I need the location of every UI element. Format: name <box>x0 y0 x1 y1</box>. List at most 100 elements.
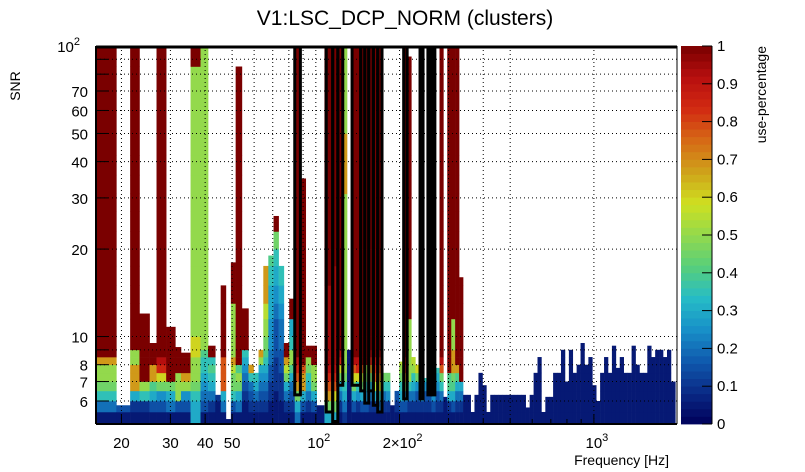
heatmap-cell <box>407 174 412 195</box>
heatmap-cell <box>149 400 157 413</box>
heatmap-cell <box>451 364 456 374</box>
heatmap-cell <box>360 265 365 286</box>
heatmap-cell <box>180 411 191 425</box>
heatmap-cell <box>373 336 379 351</box>
heatmap-cell <box>427 411 432 425</box>
heatmap-cell <box>619 400 624 413</box>
heatmap-cell <box>576 364 581 374</box>
colorbar-segment <box>681 159 712 168</box>
heatmap-cell <box>568 390 574 402</box>
heatmap-cell <box>156 400 167 413</box>
heatmap-cell <box>655 372 660 382</box>
heatmap-cell <box>180 400 191 413</box>
heatmap-cell <box>311 364 317 374</box>
heatmap-cell <box>439 303 444 320</box>
colorbar-tick-label: 0.7 <box>717 151 738 168</box>
heatmap-cell <box>459 318 464 337</box>
heatmap-cell <box>643 381 648 392</box>
heatmap-cell <box>96 46 117 67</box>
heatmap-cell <box>273 372 279 382</box>
heatmap-cell <box>423 411 428 425</box>
heatmap-cell <box>364 318 370 337</box>
heatmap-cell <box>443 396 448 402</box>
heatmap-cell <box>342 155 348 176</box>
heatmap-cell <box>351 91 357 111</box>
heatmap-cell <box>273 285 279 304</box>
heatmap-cell <box>373 211 379 232</box>
heatmap-cell <box>200 400 209 413</box>
heatmap-cell <box>337 400 343 413</box>
y-tick-label: 6 <box>80 394 88 411</box>
heatmap-cell <box>283 381 290 392</box>
heatmap-cell <box>447 249 452 267</box>
heatmap-cell <box>627 390 632 402</box>
heatmap-cell <box>663 390 668 402</box>
heatmap-cell <box>390 405 395 413</box>
heatmap-cell <box>580 390 585 402</box>
heatmap-cell <box>278 357 285 365</box>
heatmap-cell <box>615 400 621 413</box>
colorbar-segment <box>681 136 712 145</box>
heatmap-cell <box>373 390 379 402</box>
heatmap-cell <box>300 390 307 402</box>
heatmap-cell <box>200 249 209 267</box>
heatmap-cell <box>394 400 400 413</box>
heatmap-cell <box>360 372 365 382</box>
heatmap-cell <box>351 231 357 250</box>
heatmap-cell <box>175 400 182 413</box>
heatmap-cell <box>600 381 605 392</box>
heatmap-cell <box>407 66 412 92</box>
heatmap-cell <box>342 372 348 382</box>
heatmap-cell <box>659 349 664 358</box>
heatmap-cell <box>403 336 408 351</box>
heatmap-cell <box>364 390 370 402</box>
heatmap-cell <box>342 110 348 134</box>
heatmap-cell <box>377 303 383 320</box>
heatmap-cell <box>200 390 209 402</box>
heatmap-cell <box>347 381 352 392</box>
heatmap-cell <box>324 193 333 212</box>
heatmap-cell <box>560 411 566 425</box>
heatmap-cell <box>268 349 274 358</box>
heatmap-cell <box>337 66 343 92</box>
heatmap-cell <box>419 400 424 413</box>
heatmap-cell <box>474 411 479 425</box>
heatmap-cell <box>627 372 632 382</box>
heatmap-cell <box>588 381 593 392</box>
heatmap-cell <box>451 400 456 413</box>
heatmap-cell <box>283 343 290 351</box>
heatmap-cell <box>451 318 456 337</box>
heatmap-cell <box>200 211 209 232</box>
heatmap-cell <box>455 411 460 425</box>
heatmap-cell <box>294 249 301 267</box>
heatmap-cell <box>439 155 444 176</box>
heatmap-cell <box>342 133 348 156</box>
heatmap-cell <box>130 303 140 320</box>
heatmap-cell <box>273 381 279 392</box>
heatmap-cell <box>403 110 408 134</box>
heatmap-cell <box>513 400 519 413</box>
heatmap-cell <box>647 372 652 382</box>
heatmap-cell <box>190 46 201 67</box>
heatmap-cell <box>200 133 209 156</box>
heatmap-cell <box>337 372 343 382</box>
heatmap-cell <box>403 249 408 267</box>
heatmap-cell <box>342 336 348 351</box>
heatmap-cell <box>451 285 456 304</box>
heatmap-cell <box>200 364 209 374</box>
heatmap-cell <box>399 372 404 382</box>
heatmap-cell <box>604 357 609 365</box>
heatmap-cell <box>627 381 632 392</box>
heatmap-cell <box>149 372 157 382</box>
heatmap-cell <box>337 46 343 67</box>
heatmap-cell <box>149 411 157 425</box>
heatmap-cell <box>332 349 338 358</box>
heatmap-cell <box>263 364 269 374</box>
heatmap-cell <box>580 400 585 413</box>
heatmap-cell <box>200 155 209 176</box>
heatmap-cell <box>289 411 296 425</box>
heatmap-cell <box>278 303 285 320</box>
heatmap-cell <box>439 231 444 250</box>
heatmap-cell <box>447 303 452 320</box>
heatmap-cell <box>311 390 317 402</box>
